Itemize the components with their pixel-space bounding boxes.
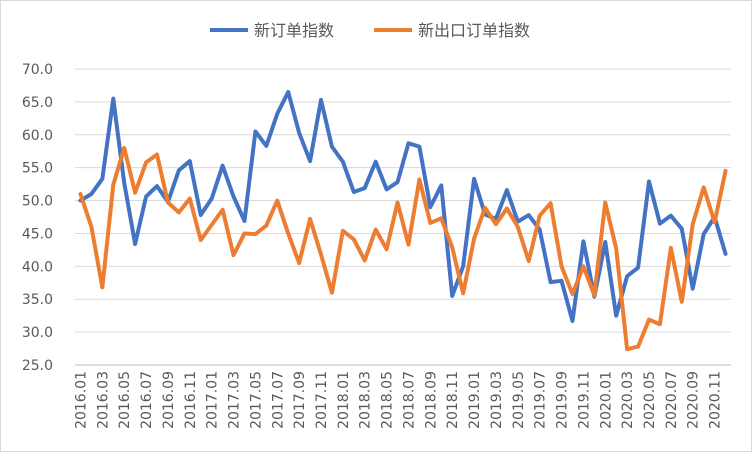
x-tick-label: 2020.05 [642, 371, 658, 429]
x-tick-label: 2018.01 [336, 371, 352, 429]
series-layer [78, 90, 728, 352]
x-tick-label: 2018.07 [401, 371, 417, 429]
x-tick-label: 2019.09 [555, 371, 571, 429]
x-tick-label: 2016.03 [95, 371, 111, 429]
x-tick-label: 2018.05 [380, 371, 396, 429]
x-tick-label: 2016.05 [117, 371, 133, 429]
x-tick-label: 2019.11 [576, 371, 592, 429]
x-tick-label: 2016.09 [161, 371, 177, 429]
y-tick-label: 45.0 [22, 226, 53, 242]
x-tick-label: 2016.07 [139, 371, 155, 429]
y-tick-label: 30.0 [22, 325, 53, 341]
x-tick-label: 2017.07 [270, 371, 286, 429]
y-tick-label: 40.0 [22, 259, 53, 275]
y-axis: 70.0 65.0 60.0 55.0 50.0 45.0 40.0 35.0 30.0 25.0 [22, 62, 53, 374]
y-tick-label: 70.0 [22, 62, 53, 78]
x-tick-label: 2018.09 [423, 371, 439, 429]
x-tick-label: 2019.05 [511, 371, 527, 429]
x-tick-label: 2017.01 [205, 371, 221, 429]
x-tick-label: 2020.01 [598, 371, 614, 429]
x-tick-label: 2016.01 [73, 371, 89, 429]
y-tick-label: 55.0 [22, 161, 53, 177]
y-tick-label: 50.0 [22, 194, 53, 210]
y-tick-label: 60.0 [22, 128, 53, 144]
y-tick-label: 35.0 [22, 292, 53, 308]
x-tick-label: 2020.11 [708, 371, 724, 429]
legend-label-new-export-orders: 新出口订单指数 [418, 21, 530, 40]
x-tick-label: 2017.11 [314, 371, 330, 429]
series-line-new-export-orders [78, 145, 728, 352]
x-tick-label: 2019.03 [489, 371, 505, 429]
x-tick-label: 2020.07 [664, 371, 680, 429]
x-tick-label: 2020.03 [620, 371, 636, 429]
x-axis: 2016.01 2016.03 2016.05 2016.07 2016.09 2016.… [73, 371, 723, 429]
x-tick-label: 2019.01 [467, 371, 483, 429]
y-tick-label: 65.0 [22, 95, 53, 111]
x-tick-label: 2017.05 [248, 371, 264, 429]
x-tick-label: 2020.09 [686, 371, 702, 429]
x-tick-label: 2017.03 [227, 371, 243, 429]
x-tick-label: 2019.07 [533, 371, 549, 429]
x-tick-label: 2016.11 [183, 371, 199, 429]
legend: 新订单指数 新出口订单指数 [210, 21, 530, 40]
x-tick-label: 2017.09 [292, 371, 308, 429]
series-line-new-orders [78, 90, 728, 323]
x-tick-label: 2018.03 [358, 371, 374, 429]
y-tick-label: 25.0 [22, 358, 53, 374]
legend-label-new-orders: 新订单指数 [254, 21, 334, 40]
x-tick-label: 2018.11 [445, 371, 461, 429]
